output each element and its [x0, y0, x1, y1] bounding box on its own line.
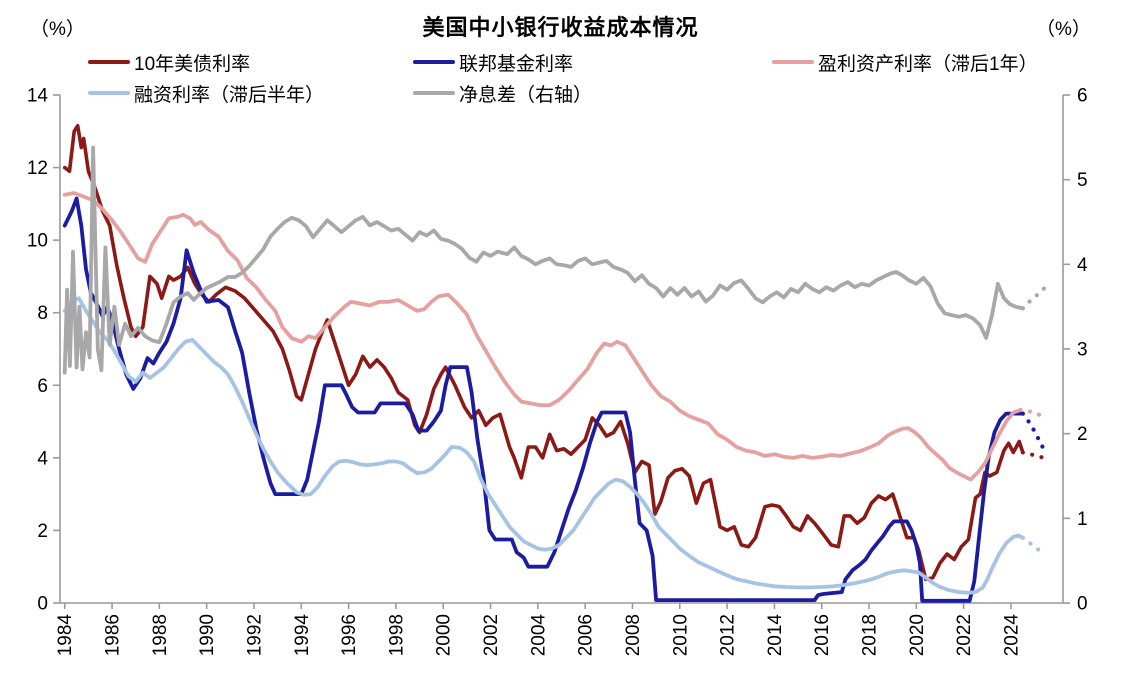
left-axis-tick-label: 0 [37, 594, 48, 615]
right-axis-ticks: 0 1 2 3 4 5 6 [1063, 86, 1088, 615]
legend-swatch-10y-treasury [88, 59, 130, 65]
series-forecast-dots-2 [1018, 407, 1048, 420]
series-line-3 [62, 296, 1025, 595]
x-axis-tick-label: 2024 [1001, 614, 1022, 657]
x-axis-tick-label: 2000 [434, 614, 455, 656]
left-axis-tick-label: 2 [37, 521, 48, 542]
left-axis-tick-label: 4 [37, 448, 48, 469]
series-forecast-dots-3 [1020, 535, 1048, 557]
x-axis-tick-label: 1996 [339, 614, 360, 656]
series-1 [62, 196, 1048, 603]
series-4 [62, 145, 1048, 375]
series-line-2 [62, 191, 1023, 482]
x-axis-tick-label: 2022 [954, 614, 975, 656]
series-0 [62, 124, 1048, 582]
x-axis-tick-label: 2016 [812, 614, 833, 656]
x-axis-tick-label: 1990 [197, 614, 218, 656]
left-axis-tick-label: 6 [37, 376, 48, 397]
right-axis-tick-label: 4 [1077, 255, 1088, 276]
x-axis-tick-label: 1986 [103, 614, 124, 656]
legend-item-10y-treasury: 10年美债利率 [88, 50, 251, 75]
x-axis-tick-label: 2018 [860, 614, 881, 656]
legend-label-fed-funds: 联邦基金利率 [459, 53, 574, 75]
right-axis-tick-label: 3 [1077, 340, 1088, 361]
legend-swatch-funding-rate [88, 90, 130, 96]
series-line-0 [62, 124, 1025, 582]
left-axis-tick-label: 8 [37, 303, 48, 324]
x-axis-tick-label: 1998 [386, 614, 407, 656]
legend-label-earning-asset-rate: 盈利资产利率（滞后1年） [818, 53, 1038, 75]
right-axis-tick-label: 2 [1077, 424, 1088, 445]
right-axis-tick-label: 1 [1077, 509, 1088, 530]
legend-item-fed-funds: 联邦基金利率 [413, 50, 574, 75]
left-axis-unit-label: （%） [30, 19, 85, 40]
x-axis-tick-label: 2012 [718, 614, 739, 656]
legend-item-funding-rate: 融资利率（滞后半年） [88, 81, 325, 106]
legend-item-earning-asset-rate: 盈利资产利率（滞后1年） [772, 50, 1038, 75]
x-axis-tick-label: 2004 [528, 614, 549, 657]
legend-swatch-fed-funds [413, 59, 455, 65]
legend-label-funding-rate: 融资利率（滞后半年） [134, 84, 325, 106]
x-axis-tick-label: 2014 [765, 614, 786, 657]
legend-swatch-net-interest-margin [413, 90, 455, 96]
series-forecast-dots-1 [1020, 411, 1048, 455]
series-3 [62, 296, 1048, 595]
right-axis-tick-label: 6 [1077, 86, 1088, 107]
x-axis-tick-label: 1994 [292, 614, 313, 657]
left-axis-tick-label: 12 [27, 158, 48, 179]
right-axis-tick-label: 5 [1077, 170, 1088, 191]
x-axis-tick-label: 2020 [907, 614, 928, 656]
legend-label-net-interest-margin: 净息差（右轴） [459, 84, 593, 106]
x-axis-tick-label: 1984 [55, 614, 76, 657]
x-axis-tick-label: 1988 [150, 614, 171, 656]
series-2 [62, 191, 1048, 482]
x-axis-tick-label: 2010 [670, 614, 691, 656]
series-line-1 [62, 196, 1025, 603]
series-forecast-dots-4 [1020, 285, 1048, 311]
x-axis-tick-label: 2008 [623, 614, 644, 656]
chart-title: 美国中小银行收益成本情况 [422, 15, 699, 40]
legend-item-net-interest-margin: 净息差（右轴） [413, 81, 593, 106]
left-axis-tick-label: 10 [27, 231, 48, 252]
x-axis-tick-label: 1992 [244, 614, 265, 656]
legend-label-10y-treasury: 10年美债利率 [134, 53, 251, 75]
left-axis-tick-label: 14 [27, 86, 49, 107]
series-line-4 [62, 145, 1025, 375]
right-axis-tick-label: 0 [1077, 594, 1088, 615]
x-axis-tick-label: 2002 [481, 614, 502, 656]
legend-swatch-earning-asset-rate [772, 59, 814, 65]
x-axis-ticks: 1984 1986 1988 1990 1992 1994 1996 1998 2000 2002… [55, 603, 1022, 656]
right-axis-unit-label: （%） [1036, 19, 1091, 40]
left-axis-ticks: 0 2 4 6 8 10 12 14 [27, 86, 60, 615]
series-forecast-dots-0 [1020, 450, 1048, 460]
x-axis-tick-label: 2006 [576, 614, 597, 656]
